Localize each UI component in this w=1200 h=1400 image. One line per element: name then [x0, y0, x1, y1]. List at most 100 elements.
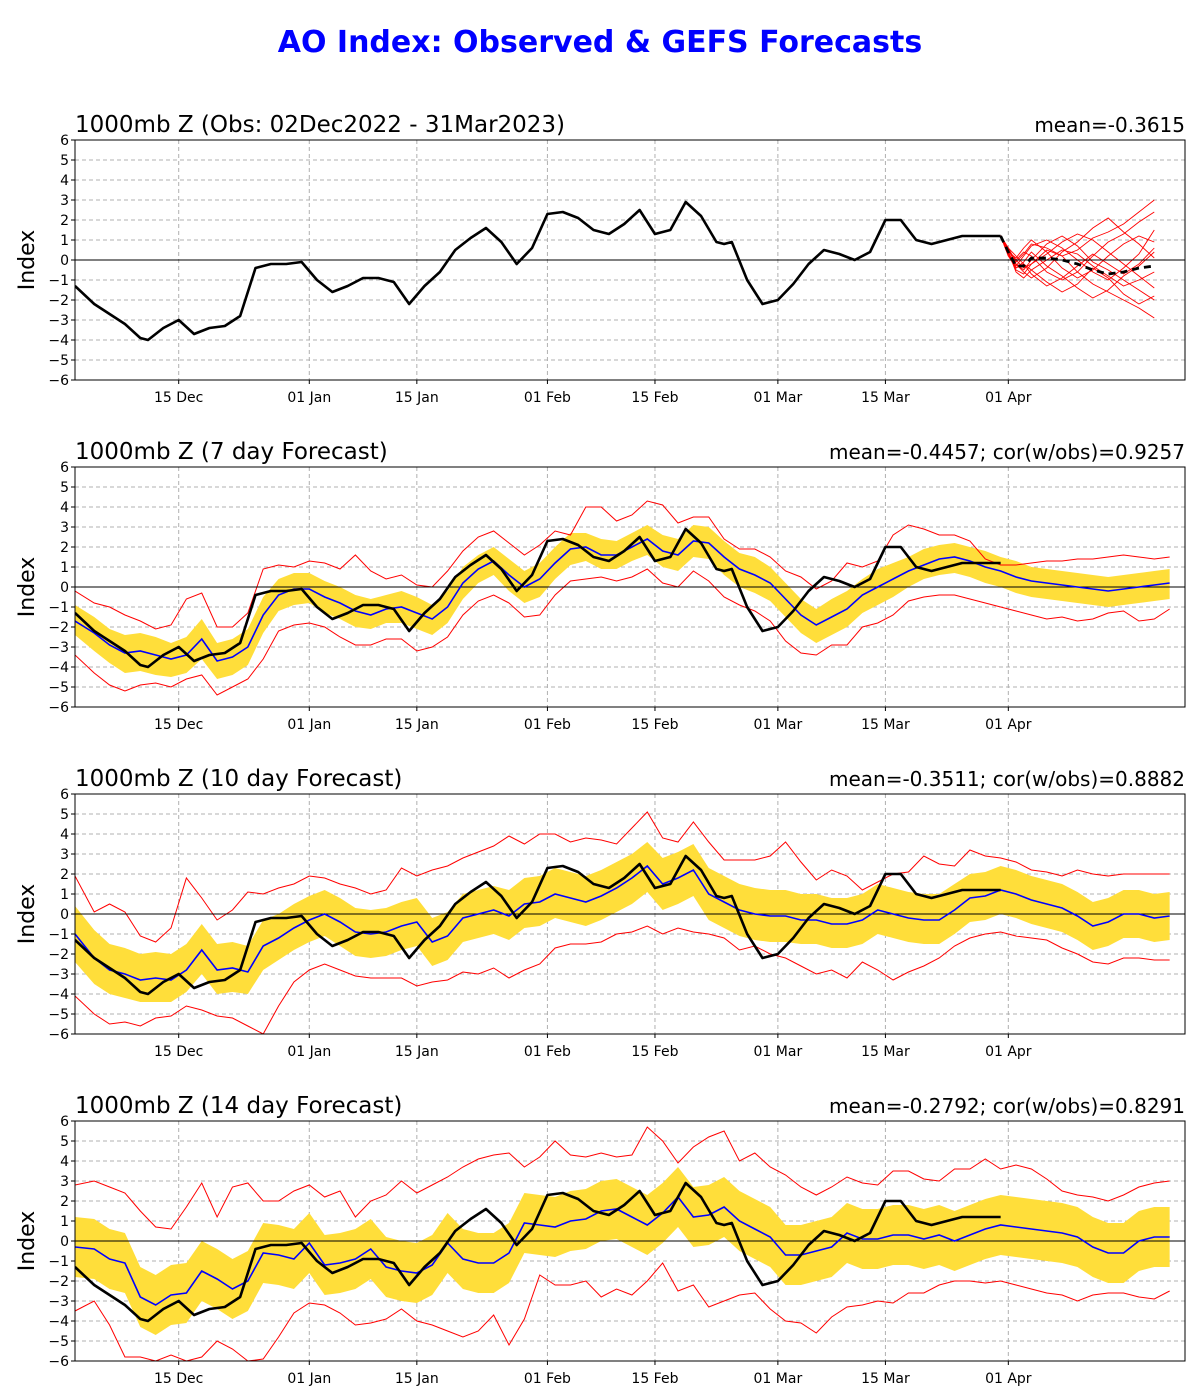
x-tick-label: 15 Mar — [861, 390, 910, 406]
plot-area — [75, 811, 1185, 1034]
plot-frame — [74, 466, 1186, 708]
member-line — [1000, 199, 1155, 263]
y-tick-label: 6 — [60, 1114, 69, 1130]
x-tick-label: 01 Feb — [524, 717, 571, 733]
member-line — [1000, 235, 1155, 287]
y-tick-label: 1 — [60, 1214, 69, 1230]
y-tick-label: 4 — [60, 173, 69, 189]
y-axis-label: Index — [15, 230, 40, 291]
x-tick-label: 01 Mar — [754, 717, 803, 733]
panel-title: 1000mb Z (14 day Forecast) — [75, 1093, 402, 1119]
panel-1: 1000mb Z (Obs: 02Dec2022 - 31Mar2023) mea… — [15, 112, 1186, 406]
x-tick-label: 15 Mar — [861, 1371, 910, 1387]
panel-stat: mean=-0.4457; cor(w/obs)=0.9257 — [829, 440, 1185, 464]
observed-line — [75, 200, 1001, 342]
plot-frame — [74, 793, 1186, 1035]
forecast-mean-line — [999, 235, 1155, 276]
y-tick-label: −5 — [48, 680, 69, 696]
x-tick-label: 01 Apr — [985, 1371, 1032, 1387]
plot-area — [75, 500, 1185, 696]
observed-line — [75, 527, 1001, 669]
x-tick-label: 01 Jan — [287, 1371, 331, 1387]
y-tick-label: 2 — [60, 1194, 69, 1210]
y-tick-label: 3 — [60, 1174, 69, 1190]
y-tick-label: −1 — [48, 927, 69, 943]
x-tick-label: 01 Jan — [287, 390, 331, 406]
spread-band — [75, 525, 1170, 679]
x-tick-label: 01 Apr — [985, 390, 1032, 406]
y-axis-label: Index — [15, 557, 40, 618]
y-tick-label: 1 — [60, 887, 69, 903]
x-tick-label: 01 Apr — [985, 717, 1032, 733]
panel-stat: mean=-0.3615 — [1034, 113, 1185, 137]
x-tick-label: 15 Jan — [395, 390, 439, 406]
plot-frame — [74, 1120, 1186, 1362]
y-tick-label: −5 — [48, 1334, 69, 1350]
y-tick-label: 0 — [60, 580, 69, 596]
y-tick-label: 3 — [60, 847, 69, 863]
x-tick-label: 15 Mar — [861, 1044, 910, 1060]
panel-title: 1000mb Z (Obs: 02Dec2022 - 31Mar2023) — [75, 112, 565, 138]
member-line — [1000, 235, 1155, 279]
y-tick-label: 5 — [60, 153, 69, 169]
panel-title: 1000mb Z (10 day Forecast) — [75, 766, 402, 792]
y-tick-label: −3 — [48, 967, 69, 983]
panel-4: 1000mb Z (14 day Forecast) mean=-0.2792; … — [15, 1093, 1186, 1387]
ensemble-mean-line — [75, 864, 1170, 981]
spread-band — [75, 1167, 1170, 1335]
y-tick-label: 6 — [60, 787, 69, 803]
plot-area — [75, 1126, 1185, 1361]
observed-line — [75, 1181, 1001, 1323]
plot-frame — [74, 139, 1186, 381]
x-tick-label: 15 Feb — [631, 717, 678, 733]
y-tick-label: 1 — [60, 560, 69, 576]
y-tick-label: −6 — [48, 1354, 69, 1370]
y-tick-label: −5 — [48, 353, 69, 369]
y-tick-label: 2 — [60, 540, 69, 556]
x-tick-label: 01 Feb — [524, 1044, 571, 1060]
y-tick-label: −2 — [48, 293, 69, 309]
member-line — [1000, 235, 1155, 305]
spread-band — [75, 842, 1170, 1002]
x-tick-label: 15 Mar — [861, 717, 910, 733]
ensemble-mean-line — [75, 1195, 1170, 1306]
y-tick-label: −6 — [48, 373, 69, 389]
y-tick-label: −2 — [48, 1274, 69, 1290]
y-tick-label: −2 — [48, 947, 69, 963]
y-tick-label: −5 — [48, 1007, 69, 1023]
y-axis-label: Index — [15, 884, 40, 945]
x-tick-label: 01 Mar — [754, 1371, 803, 1387]
max-line — [75, 500, 1170, 630]
x-tick-label: 15 Feb — [631, 390, 678, 406]
min-line — [75, 925, 1170, 1034]
plot-area — [75, 199, 1185, 342]
x-tick-label: 01 Jan — [287, 717, 331, 733]
x-tick-label: 15 Dec — [154, 1371, 203, 1387]
x-tick-label: 01 Apr — [985, 1044, 1032, 1060]
y-tick-label: 3 — [60, 193, 69, 209]
member-line — [1000, 235, 1155, 287]
x-tick-label: 15 Jan — [395, 717, 439, 733]
y-tick-label: 0 — [60, 1234, 69, 1250]
y-tick-label: −4 — [48, 660, 69, 676]
panel-stat: mean=-0.3511; cor(w/obs)=0.8882 — [829, 767, 1185, 791]
y-tick-label: 3 — [60, 520, 69, 536]
y-tick-label: 1 — [60, 233, 69, 249]
y-tick-label: 4 — [60, 500, 69, 516]
x-tick-label: 15 Dec — [154, 390, 203, 406]
x-tick-label: 01 Feb — [524, 390, 571, 406]
x-tick-label: 15 Feb — [631, 1044, 678, 1060]
y-tick-label: −6 — [48, 1027, 69, 1043]
min-line — [75, 1262, 1170, 1361]
panel-stat: mean=-0.2792; cor(w/obs)=0.8291 — [829, 1094, 1185, 1118]
x-tick-label: 15 Dec — [154, 717, 203, 733]
y-tick-label: 0 — [60, 253, 69, 269]
max-line — [75, 1126, 1170, 1230]
member-line — [1000, 235, 1155, 319]
y-tick-label: −3 — [48, 1294, 69, 1310]
member-line — [1000, 235, 1155, 301]
x-tick-label: 01 Jan — [287, 1044, 331, 1060]
y-tick-label: 5 — [60, 480, 69, 496]
y-tick-label: −3 — [48, 640, 69, 656]
